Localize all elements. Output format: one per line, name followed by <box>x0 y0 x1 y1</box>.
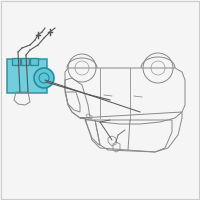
FancyBboxPatch shape <box>21 58 29 64</box>
FancyBboxPatch shape <box>12 58 20 64</box>
FancyBboxPatch shape <box>30 58 38 64</box>
Circle shape <box>34 68 54 88</box>
FancyBboxPatch shape <box>7 59 47 93</box>
